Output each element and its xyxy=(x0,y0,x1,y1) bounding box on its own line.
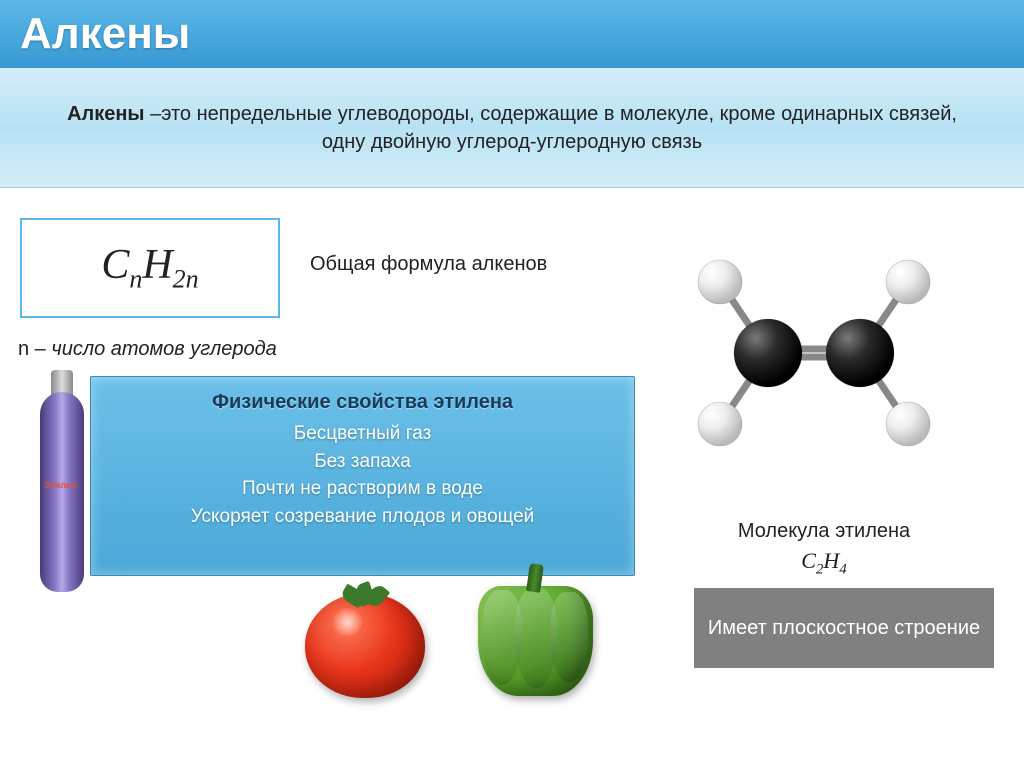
ethylene-molecule-diagram xyxy=(664,208,964,498)
structure-note-box: Имеет плоскостное строение xyxy=(694,588,994,668)
definition-term: Алкены xyxy=(67,103,144,125)
property-line: Ускоряет созревание плодов и овощей xyxy=(111,503,614,531)
content-area: CnH2n Общая формула алкенов n – число ат… xyxy=(0,188,1024,767)
tomato-icon xyxy=(300,578,430,698)
gas-cylinder-icon: Этилен xyxy=(38,370,86,600)
property-line: Почти не растворим в воде xyxy=(111,475,614,503)
definition-bar: Алкены –это непредельные углеводороды, с… xyxy=(0,68,1024,188)
properties-box: Физические свойства этилена Бесцветный г… xyxy=(90,376,635,576)
title-bar: Алкены xyxy=(0,0,1024,68)
properties-title: Физические свойства этилена xyxy=(111,391,614,414)
page-title: Алкены xyxy=(20,9,190,59)
molecule-label: Молекула этилена xyxy=(714,520,934,543)
property-line: Без запаха xyxy=(111,448,614,476)
formula-label: Общая формула алкенов xyxy=(310,253,547,276)
definition-body: –это непредельные углеводороды, содержащ… xyxy=(145,103,957,153)
structure-note: Имеет плоскостное строение xyxy=(708,615,980,641)
general-formula: CnH2n xyxy=(101,241,198,294)
definition-text: Алкены –это непредельные углеводороды, с… xyxy=(60,100,964,156)
pepper-icon xyxy=(470,568,600,698)
n-description: n – число атомов углерода xyxy=(18,338,277,361)
molecule-formula: C2H4 xyxy=(714,548,934,578)
general-formula-box: CnH2n xyxy=(20,218,280,318)
property-line: Бесцветный газ xyxy=(111,420,614,448)
cylinder-label: Этилен xyxy=(44,480,76,490)
